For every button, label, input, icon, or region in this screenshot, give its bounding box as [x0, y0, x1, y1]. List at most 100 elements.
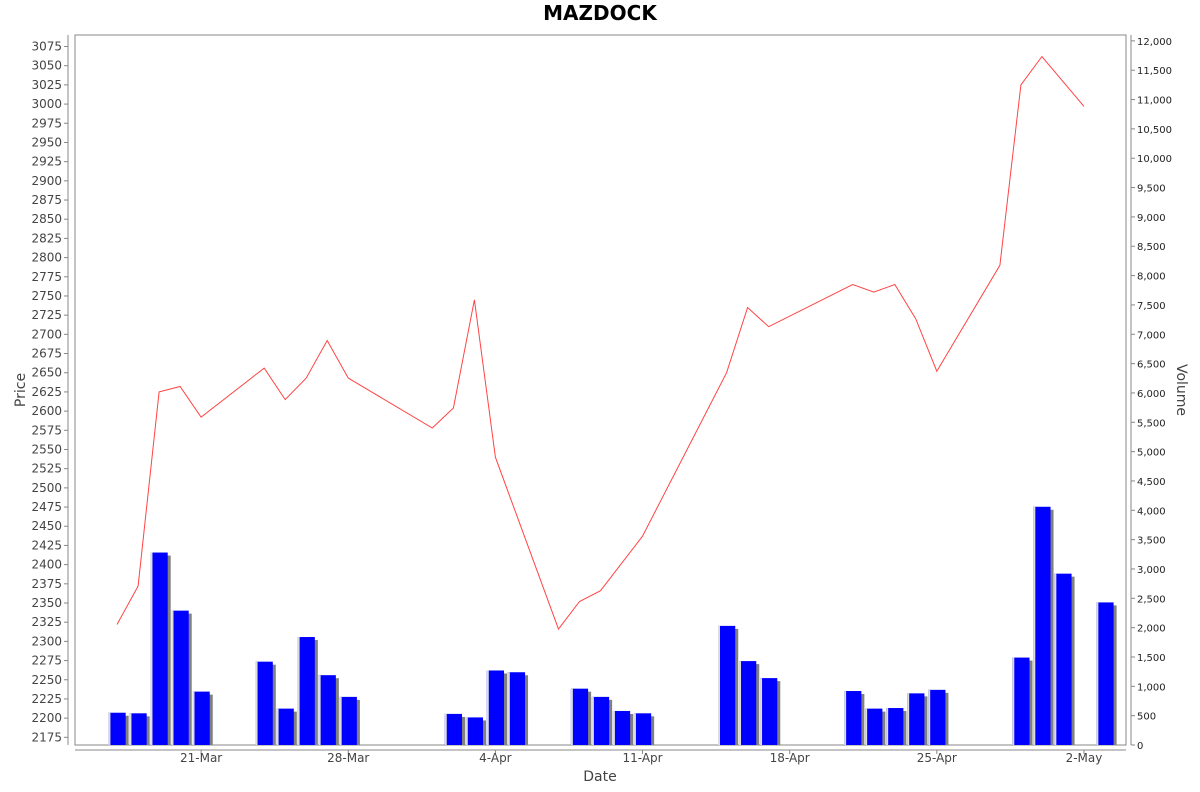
- volume-tick-label: 9,000: [1137, 213, 1166, 224]
- date-tick-label: 18-Apr: [770, 751, 810, 765]
- volume-bar: [318, 675, 336, 745]
- price-tick-label: 2375: [31, 577, 62, 591]
- date-axis: 21-Mar 28-Mar 4-Apr 11-Apr 18-Apr 25-Apr 2-May: [75, 749, 1126, 765]
- volume-tick-label: 0: [1137, 741, 1143, 752]
- volume-bar-highlight: [465, 717, 468, 745]
- volume-bar: [718, 625, 736, 745]
- price-tick-label: 2200: [31, 711, 62, 725]
- volume-bar-highlight: [633, 713, 636, 745]
- volume-series: [108, 506, 1117, 745]
- price-tick-label: 2500: [31, 481, 62, 495]
- volume-bar: [739, 661, 757, 745]
- price-tick-label: 2850: [31, 212, 62, 226]
- volume-bar: [886, 708, 904, 745]
- volume-bar: [844, 691, 862, 745]
- price-tick-label: 2675: [31, 347, 62, 361]
- volume-bar-highlight: [129, 713, 132, 745]
- volume-tick-label: 12,000: [1137, 37, 1172, 48]
- volume-bar-highlight: [928, 689, 931, 745]
- price-tick-label: 2475: [31, 500, 62, 514]
- volume-tick-label: 8,500: [1137, 242, 1166, 253]
- volume-axis: 0 500 1,000 1,500 2,000 2,500 3,000 3,500 4,000 4…: [1130, 35, 1172, 752]
- price-tick-label: 2600: [31, 404, 62, 418]
- volume-tick-label: 1,500: [1137, 653, 1166, 664]
- date-tick-label: 25-Apr: [917, 751, 957, 765]
- price-tick-label: 2450: [31, 519, 62, 533]
- volume-bar: [192, 691, 210, 745]
- price-tick-label: 2300: [31, 634, 62, 648]
- volume-bar: [171, 610, 189, 745]
- volume-tick-label: 5,000: [1137, 448, 1166, 459]
- date-tick-label: 4-Apr: [479, 751, 512, 765]
- price-tick-label: 2350: [31, 596, 62, 610]
- volume-bar-highlight: [171, 610, 174, 745]
- volume-tick-label: 8,000: [1137, 272, 1166, 283]
- chart-title: MAZDOCK: [543, 1, 658, 25]
- volume-tick-label: 3,500: [1137, 536, 1166, 547]
- volume-tick-label: 4,000: [1137, 506, 1166, 517]
- date-tick-label: 2-May: [1066, 751, 1103, 765]
- volume-tick-label: 9,500: [1137, 184, 1166, 195]
- volume-bar-highlight: [339, 696, 342, 745]
- volume-bar: [507, 672, 526, 745]
- price-tick-label: 2575: [31, 423, 62, 437]
- volume-tick-label: 500: [1137, 712, 1156, 723]
- price-tick-label: 2925: [31, 155, 62, 169]
- volume-tick-label: 7,000: [1137, 330, 1166, 341]
- volume-bar-highlight: [1096, 602, 1099, 745]
- volume-tick-label: 6,000: [1137, 389, 1166, 400]
- price-tick-label: 2250: [31, 673, 62, 687]
- volume-bar: [570, 688, 589, 745]
- price-tick-label: 2175: [31, 730, 62, 744]
- volume-bar-highlight: [444, 713, 447, 745]
- volume-bar-highlight: [255, 661, 258, 745]
- price-tick-label: 3050: [31, 59, 62, 73]
- volume-bar: [865, 708, 883, 745]
- volume-bar-highlight: [1033, 506, 1036, 745]
- plot-area: [74, 34, 1127, 746]
- price-tick-label: 2400: [31, 558, 62, 572]
- volume-tick-label: 1,000: [1137, 682, 1166, 693]
- volume-bar-highlight: [760, 678, 763, 745]
- price-tick-label: 2800: [31, 251, 62, 265]
- volume-bar: [486, 670, 505, 745]
- volume-bar: [1033, 506, 1051, 745]
- volume-bar: [907, 693, 925, 745]
- volume-bar: [612, 710, 631, 745]
- volume-tick-label: 11,500: [1137, 66, 1172, 77]
- volume-bar: [276, 708, 294, 745]
- volume-tick-label: 10,000: [1137, 154, 1172, 165]
- volume-bar-highlight: [718, 625, 721, 745]
- date-tick-label: 21-Mar: [180, 751, 222, 765]
- volume-bar: [108, 712, 126, 745]
- price-line: [116, 55, 1085, 631]
- volume-tick-label: 10,500: [1137, 125, 1172, 136]
- volume-bar: [297, 637, 315, 745]
- volume-tick-label: 11,000: [1137, 96, 1172, 107]
- volume-tick-label: 2,500: [1137, 594, 1166, 605]
- price-tick-label: 2975: [31, 116, 62, 130]
- volume-bar-highlight: [844, 691, 847, 745]
- price-tick-label: 2825: [31, 231, 62, 245]
- price-tick-label: 2875: [31, 193, 62, 207]
- volume-bar-highlight: [276, 708, 279, 745]
- volume-tick-label: 2,000: [1137, 624, 1166, 635]
- volume-bar: [465, 717, 483, 745]
- price-tick-label: 2425: [31, 538, 62, 552]
- price-tick-label: 2525: [31, 462, 62, 476]
- price-tick-label: 3025: [31, 78, 62, 92]
- x-axis-label: Date: [583, 769, 616, 785]
- volume-bar-highlight: [570, 688, 573, 745]
- price-tick-label: 2750: [31, 289, 62, 303]
- volume-bar: [928, 689, 946, 745]
- price-series: [116, 55, 1085, 631]
- price-tick-label: 3000: [31, 97, 62, 111]
- volume-bar-highlight: [150, 552, 153, 745]
- volume-bar-highlight: [108, 712, 111, 745]
- volume-tick-label: 7,500: [1137, 301, 1166, 312]
- volume-bar-highlight: [612, 710, 615, 745]
- price-tick-label: 3075: [31, 40, 62, 54]
- volume-bar: [255, 661, 273, 745]
- volume-bar-highlight: [907, 693, 910, 745]
